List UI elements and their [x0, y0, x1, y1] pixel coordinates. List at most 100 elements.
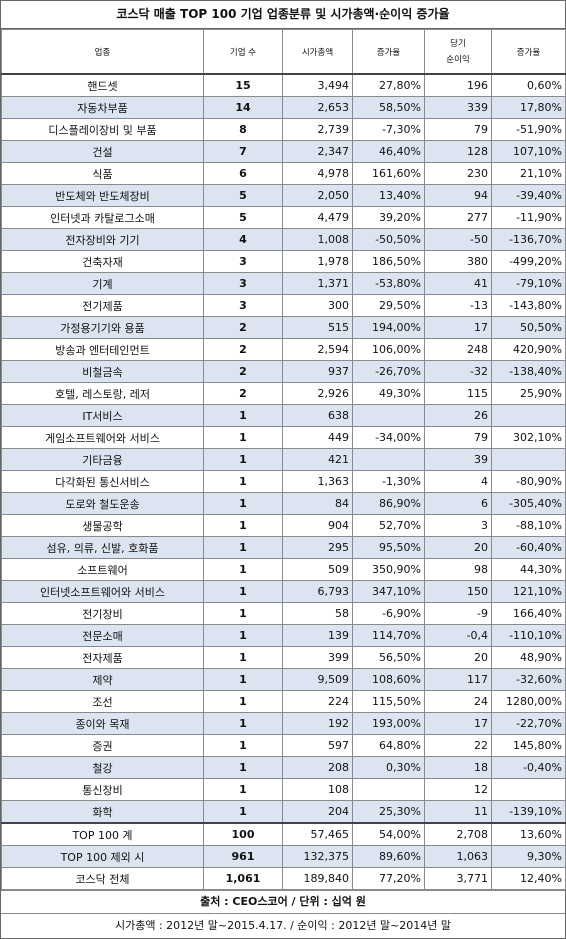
cell-profit-growth: 9,30%	[491, 845, 566, 868]
cell-profit-growth	[491, 778, 566, 801]
cell-count: 1	[203, 712, 283, 735]
header-row: 업종 기업 수 시가총액 증가율 당기 순이익 증가율	[1, 29, 566, 75]
cell-count: 1	[203, 404, 283, 427]
cell-profit-growth: 12,40%	[491, 867, 566, 890]
table-row: 전기장비 1 58 -6,90% -9 166,40%	[1, 602, 566, 625]
cell-count: 5	[203, 206, 283, 229]
cell-mcap: 2,050	[282, 184, 353, 207]
cell-net-profit: 41	[424, 272, 492, 295]
cell-mcap: 208	[282, 756, 353, 779]
cell-count: 2	[203, 316, 283, 339]
cell-net-profit: 24	[424, 690, 492, 713]
cell-mcap-growth: 114,70%	[352, 624, 425, 647]
cell-profit-growth: 21,10%	[491, 162, 566, 185]
cell-profit-growth	[491, 448, 566, 471]
cell-net-profit: 18	[424, 756, 492, 779]
cell-count: 3	[203, 250, 283, 273]
cell-industry: 가정용기기와 용품	[1, 316, 204, 339]
cell-profit-growth: -32,60%	[491, 668, 566, 691]
cell-net-profit: 17	[424, 316, 492, 339]
cell-mcap: 2,739	[282, 118, 353, 141]
cell-count: 1	[203, 690, 283, 713]
table-row: 제약 1 9,509 108,60% 117 -32,60%	[1, 668, 566, 691]
cell-mcap-growth: 161,60%	[352, 162, 425, 185]
table-row: 디스플레이장비 및 부품 8 2,739 -7,30% 79 -51,90%	[1, 118, 566, 141]
cell-profit-growth: -136,70%	[491, 228, 566, 251]
cell-industry: 조선	[1, 690, 204, 713]
cell-net-profit: 115	[424, 382, 492, 405]
cell-mcap-growth: 77,20%	[352, 867, 425, 890]
cell-mcap-growth: 350,90%	[352, 558, 425, 581]
table-row: 전자장비와 기기 4 1,008 -50,50% -50 -136,70%	[1, 228, 566, 251]
cell-profit-growth: -88,10%	[491, 514, 566, 537]
table-row: 철강 1 208 0,30% 18 -0,40%	[1, 756, 566, 779]
cell-net-profit: 11	[424, 800, 492, 824]
cell-industry: IT서비스	[1, 404, 204, 427]
cell-industry: 식품	[1, 162, 204, 185]
cell-count: 2	[203, 360, 283, 383]
cell-count: 1	[203, 536, 283, 559]
table-row: 종이와 목재 1 192 193,00% 17 -22,70%	[1, 712, 566, 735]
cell-mcap: 638	[282, 404, 353, 427]
table-row: 자동차부품 14 2,653 58,50% 339 17,80%	[1, 96, 566, 119]
cell-mcap-growth: 347,10%	[352, 580, 425, 603]
cell-industry: 기계	[1, 272, 204, 295]
cell-profit-growth: -143,80%	[491, 294, 566, 317]
cell-net-profit: 117	[424, 668, 492, 691]
cell-net-profit: -9	[424, 602, 492, 625]
cell-industry: 인터넷소프트웨어와 서비스	[1, 580, 204, 603]
cell-profit-growth: 50,50%	[491, 316, 566, 339]
cell-mcap: 515	[282, 316, 353, 339]
cell-net-profit: 3	[424, 514, 492, 537]
cell-mcap-growth: 108,60%	[352, 668, 425, 691]
table-row: 인터넷과 카탈로그소매 5 4,479 39,20% 277 -11,90%	[1, 206, 566, 229]
cell-count: 100	[203, 822, 283, 846]
cell-mcap: 300	[282, 294, 353, 317]
cell-mcap: 1,978	[282, 250, 353, 273]
cell-mcap-growth: 89,60%	[352, 845, 425, 868]
cell-mcap-growth: -26,70%	[352, 360, 425, 383]
cell-count: 5	[203, 184, 283, 207]
cell-count: 1,061	[203, 867, 283, 890]
cell-mcap-growth: 95,50%	[352, 536, 425, 559]
cell-count: 1	[203, 734, 283, 757]
cell-count: 1	[203, 778, 283, 801]
table-row: 게임소프트웨어와 서비스 1 449 -34,00% 79 302,10%	[1, 426, 566, 449]
header-net-profit: 당기 순이익	[424, 29, 492, 75]
cell-net-profit: -13	[424, 294, 492, 317]
header-count: 기업 수	[203, 29, 283, 75]
header-profit-growth: 증가율	[491, 29, 566, 75]
cell-mcap: 904	[282, 514, 353, 537]
cell-count: 14	[203, 96, 283, 119]
cell-mcap-growth: 56,50%	[352, 646, 425, 669]
table-row: 전자제품 1 399 56,50% 20 48,90%	[1, 646, 566, 669]
cell-count: 1	[203, 492, 283, 515]
cell-mcap-growth: -50,50%	[352, 228, 425, 251]
cell-count: 1	[203, 602, 283, 625]
table-row: 기계 3 1,371 -53,80% 41 -79,10%	[1, 272, 566, 295]
cell-profit-growth: -110,10%	[491, 624, 566, 647]
cell-net-profit: -50	[424, 228, 492, 251]
table-row: 건축자재 3 1,978 186,50% 380 -499,20%	[1, 250, 566, 273]
cell-mcap: 139	[282, 624, 353, 647]
cell-industry: 증권	[1, 734, 204, 757]
cell-mcap: 421	[282, 448, 353, 471]
cell-count: 7	[203, 140, 283, 163]
cell-industry: 제약	[1, 668, 204, 691]
cell-count: 3	[203, 294, 283, 317]
cell-profit-growth: -60,40%	[491, 536, 566, 559]
table-row: 가정용기기와 용품 2 515 194,00% 17 50,50%	[1, 316, 566, 339]
cell-profit-growth: 17,80%	[491, 96, 566, 119]
header-net-profit-line2: 순이익	[446, 54, 470, 65]
cell-net-profit: 339	[424, 96, 492, 119]
cell-mcap-growth: 64,80%	[352, 734, 425, 757]
cell-mcap: 295	[282, 536, 353, 559]
cell-mcap: 84	[282, 492, 353, 515]
cell-net-profit: 20	[424, 536, 492, 559]
cell-net-profit: 39	[424, 448, 492, 471]
cell-mcap: 3,494	[282, 73, 353, 97]
cell-mcap-growth: -1,30%	[352, 470, 425, 493]
cell-profit-growth: -79,10%	[491, 272, 566, 295]
table-row: 식품 6 4,978 161,60% 230 21,10%	[1, 162, 566, 185]
cell-net-profit: 150	[424, 580, 492, 603]
